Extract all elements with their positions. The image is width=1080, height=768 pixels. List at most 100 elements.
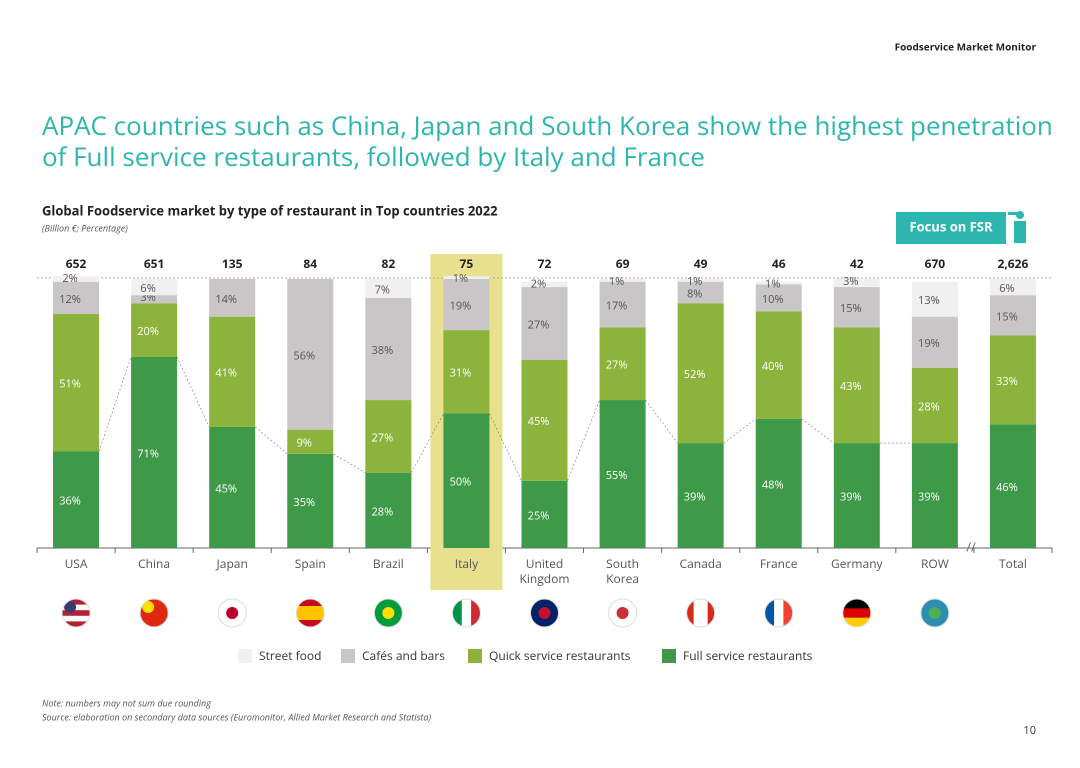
connector (723, 418, 756, 444)
flag-stripe (62, 615, 91, 622)
value-label: 6% (140, 281, 155, 296)
bar-segment (365, 297, 412, 401)
flag-stripe (461, 599, 472, 627)
total-label: 670 (925, 255, 946, 272)
flag-ring (139, 598, 169, 628)
total-label: 69 (616, 255, 630, 272)
value-label: 52% (684, 367, 706, 382)
bar-segment (53, 281, 100, 314)
value-label: 41% (215, 366, 237, 381)
legend-swatch (238, 649, 252, 663)
flag-stripe (774, 599, 784, 627)
bar-segment (911, 443, 958, 548)
bar-segment (521, 359, 568, 481)
bar-segment (443, 413, 490, 548)
flag-stripe (686, 599, 695, 627)
bar-segment (53, 313, 100, 452)
value-label: 38% (372, 343, 394, 358)
bar-segment (131, 303, 178, 358)
note: Note: numbers may not sum due rounding (42, 696, 211, 709)
value-label: 35% (293, 495, 315, 510)
bar-segment (599, 281, 646, 328)
source: Source: elaboration on secondary data so… (42, 710, 431, 723)
value-label: 1% (687, 274, 702, 289)
bar-segment (365, 279, 412, 298)
legend-swatch (468, 649, 482, 663)
flag (686, 599, 715, 627)
legend-label: Full service restaurants (683, 647, 813, 664)
total-label: 651 (144, 255, 165, 272)
x-tick-label: China (138, 555, 170, 572)
bar-segment (443, 279, 490, 331)
connector (254, 426, 288, 455)
value-label: 7% (375, 282, 390, 297)
flag (842, 599, 871, 627)
value-label: 40% (762, 359, 784, 374)
total-label: 135 (222, 255, 243, 272)
total-label: 75 (460, 255, 474, 272)
value-label: 17% (606, 298, 628, 313)
value-label: 15% (996, 309, 1018, 324)
flag-emblem (538, 607, 551, 619)
value-label: 27% (372, 430, 394, 445)
headline: APAC countries such as China, Japan and … (42, 107, 1053, 143)
bar-segment (131, 295, 178, 304)
flag-emblem (616, 607, 629, 619)
flag-ring (920, 598, 950, 628)
value-label: 45% (528, 414, 550, 429)
flag-ring (686, 598, 716, 628)
axis-break: // (966, 537, 976, 555)
legend-label: Street food (259, 647, 321, 664)
bar-segment (209, 426, 256, 548)
page-number: 10 (1023, 723, 1036, 738)
value-label: 50% (450, 475, 472, 490)
bar-segment (599, 400, 646, 548)
chart-title: Global Foodservice market by type of res… (42, 201, 498, 219)
total-label: 2,626 (998, 255, 1029, 272)
connector (801, 418, 834, 444)
bar-segment (521, 281, 568, 288)
chart-subtitle: (Billion €; Percentage) (42, 221, 128, 234)
flag-emblem (142, 601, 155, 613)
flag-stripe (62, 610, 91, 617)
x-tick-label: Japan (216, 555, 248, 572)
total-label: 42 (850, 255, 864, 272)
bar-segment (287, 279, 334, 430)
connector (98, 356, 132, 452)
flag-ring (530, 598, 559, 628)
flag-stripe (62, 604, 91, 611)
bar-segment (209, 279, 256, 317)
flag-stripe (764, 599, 775, 627)
bar-segment (521, 480, 568, 548)
value-label: 39% (684, 489, 706, 504)
x-tick-label: France (760, 555, 798, 572)
x-tick-label: Brazil (373, 555, 404, 572)
flag-emblem (382, 607, 395, 619)
flag-stripe (296, 599, 325, 607)
flag (140, 599, 169, 627)
bar-segment (443, 330, 490, 414)
value-label: 6% (999, 281, 1014, 296)
header: Foodservice Market Monitor (895, 40, 1037, 54)
bar-segment (833, 443, 880, 548)
value-label: 19% (918, 336, 940, 351)
total-label: 49 (694, 255, 708, 272)
bar-segment (833, 279, 880, 288)
bar-segment (53, 276, 100, 282)
value-label: 39% (918, 489, 940, 504)
bar-segment (365, 400, 412, 473)
x-tick-label: South Korea (606, 555, 639, 587)
bar-segment (755, 281, 802, 285)
bar-segment (53, 451, 100, 548)
flag-ring (217, 598, 247, 628)
flag-ring (373, 598, 403, 628)
total-label: 652 (66, 255, 87, 272)
flag-ring (608, 598, 638, 628)
bar-segment (599, 279, 646, 282)
flag (764, 599, 793, 627)
bar-segment (521, 287, 568, 360)
bar-segment (833, 287, 880, 328)
bar-segment (287, 453, 334, 548)
value-label: 8% (687, 286, 702, 301)
total-label: 84 (303, 255, 317, 272)
